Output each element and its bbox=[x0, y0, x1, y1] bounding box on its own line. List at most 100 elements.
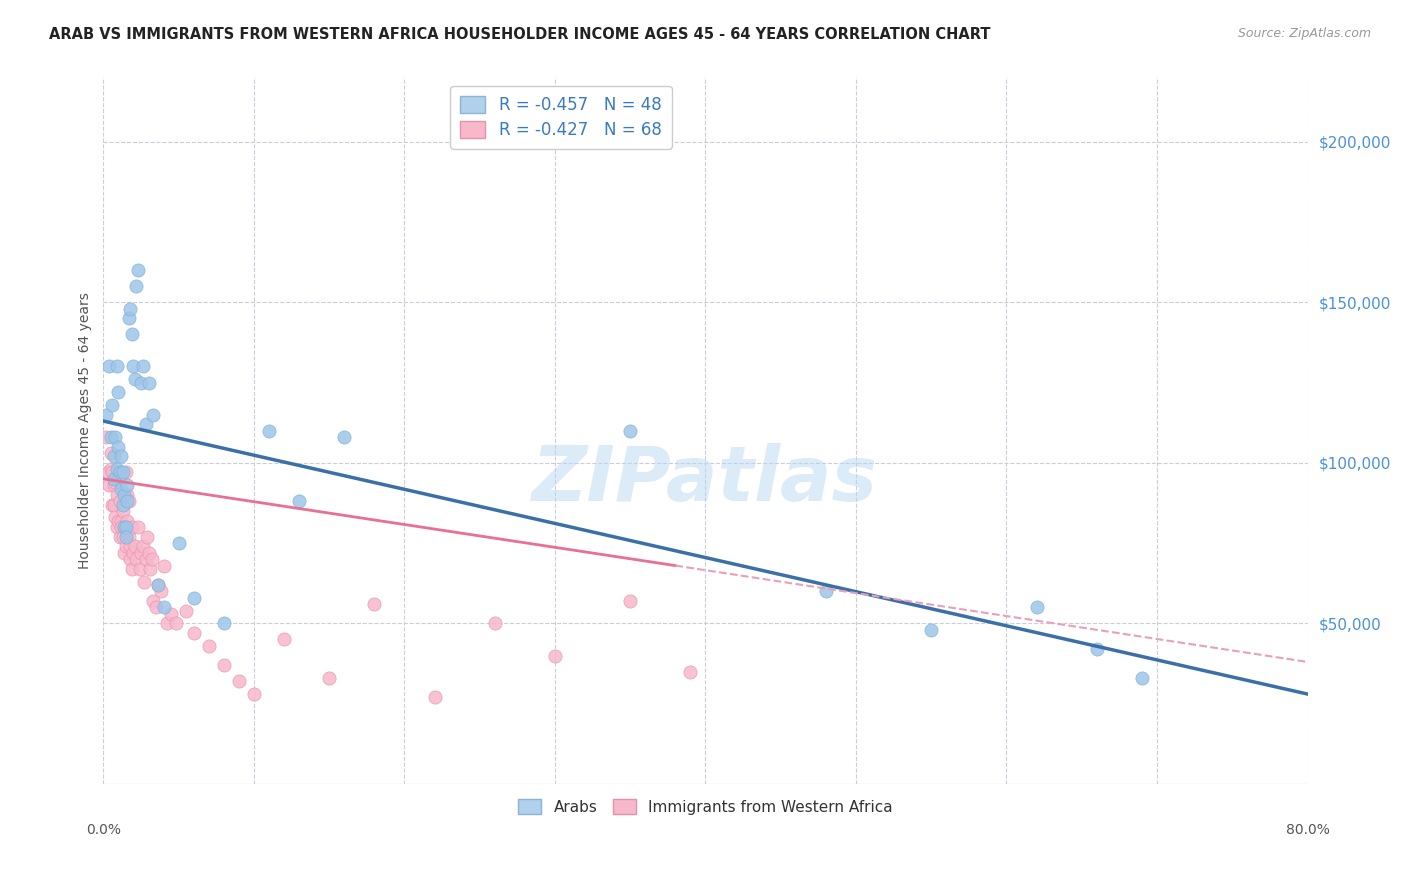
Point bbox=[1130, 671, 1153, 685]
Point bbox=[100, 446, 122, 460]
Point bbox=[101, 398, 124, 412]
Y-axis label: Householder Income Ages 45 - 64 years: Householder Income Ages 45 - 64 years bbox=[79, 293, 93, 569]
Point bbox=[135, 552, 157, 566]
Point bbox=[111, 530, 134, 544]
Point bbox=[114, 488, 136, 502]
Legend: Arabs, Immigrants from Western Africa: Arabs, Immigrants from Western Africa bbox=[510, 791, 900, 822]
Point bbox=[318, 671, 340, 685]
Point bbox=[142, 594, 165, 608]
Text: Source: ZipAtlas.com: Source: ZipAtlas.com bbox=[1237, 27, 1371, 40]
Point bbox=[124, 539, 146, 553]
Point bbox=[115, 530, 138, 544]
Point bbox=[125, 279, 148, 293]
Point bbox=[423, 690, 446, 705]
Point bbox=[121, 520, 143, 534]
Point bbox=[103, 472, 125, 486]
Point bbox=[129, 546, 152, 560]
Point bbox=[107, 385, 129, 400]
Point bbox=[122, 359, 145, 374]
Point bbox=[108, 530, 131, 544]
Point bbox=[118, 494, 141, 508]
Point bbox=[152, 600, 174, 615]
Point bbox=[115, 539, 138, 553]
Point bbox=[104, 475, 127, 489]
Point bbox=[183, 626, 205, 640]
Point bbox=[127, 520, 149, 534]
Point bbox=[212, 616, 235, 631]
Point bbox=[142, 408, 165, 422]
Point bbox=[619, 424, 641, 438]
Point bbox=[115, 520, 138, 534]
Point bbox=[96, 408, 118, 422]
Point bbox=[115, 466, 138, 480]
Point bbox=[103, 450, 125, 464]
Text: 80.0%: 80.0% bbox=[1285, 822, 1330, 837]
Point bbox=[101, 466, 124, 480]
Point bbox=[114, 520, 136, 534]
Point bbox=[1085, 642, 1108, 657]
Point bbox=[117, 514, 139, 528]
Point bbox=[120, 301, 142, 316]
Point bbox=[167, 536, 190, 550]
Point bbox=[117, 494, 139, 508]
Point bbox=[124, 372, 146, 386]
Point bbox=[122, 546, 145, 560]
Point bbox=[104, 510, 127, 524]
Point bbox=[152, 558, 174, 573]
Text: 0.0%: 0.0% bbox=[86, 822, 121, 837]
Point bbox=[121, 562, 143, 576]
Point bbox=[138, 376, 160, 390]
Point bbox=[160, 607, 183, 621]
Point bbox=[120, 539, 142, 553]
Point bbox=[101, 498, 124, 512]
Point bbox=[100, 462, 122, 476]
Point bbox=[103, 478, 125, 492]
Point bbox=[228, 674, 250, 689]
Point bbox=[110, 482, 132, 496]
Point bbox=[149, 584, 172, 599]
Text: ARAB VS IMMIGRANTS FROM WESTERN AFRICA HOUSEHOLDER INCOME AGES 45 - 64 YEARS COR: ARAB VS IMMIGRANTS FROM WESTERN AFRICA H… bbox=[49, 27, 991, 42]
Point bbox=[136, 530, 159, 544]
Point bbox=[104, 430, 127, 444]
Point bbox=[97, 466, 120, 480]
Point bbox=[174, 603, 197, 617]
Point bbox=[110, 520, 132, 534]
Point bbox=[197, 639, 219, 653]
Point bbox=[135, 417, 157, 432]
Point bbox=[120, 552, 142, 566]
Point bbox=[129, 376, 152, 390]
Point bbox=[131, 359, 153, 374]
Point bbox=[118, 530, 141, 544]
Point bbox=[544, 648, 567, 663]
Point bbox=[114, 546, 136, 560]
Point bbox=[257, 424, 280, 438]
Text: ZIPatlas: ZIPatlas bbox=[533, 443, 879, 517]
Point bbox=[100, 430, 122, 444]
Point bbox=[131, 539, 153, 553]
Point bbox=[107, 472, 129, 486]
Point bbox=[114, 520, 136, 534]
Point bbox=[96, 430, 118, 444]
Point bbox=[121, 327, 143, 342]
Point bbox=[125, 552, 148, 566]
Point bbox=[212, 658, 235, 673]
Point bbox=[98, 359, 121, 374]
Point bbox=[108, 466, 131, 480]
Point bbox=[146, 578, 169, 592]
Point bbox=[107, 440, 129, 454]
Point bbox=[118, 311, 141, 326]
Point bbox=[155, 616, 177, 631]
Point bbox=[105, 462, 128, 476]
Point bbox=[103, 498, 125, 512]
Point bbox=[110, 514, 132, 528]
Point bbox=[117, 488, 139, 502]
Point bbox=[814, 584, 837, 599]
Point bbox=[333, 430, 356, 444]
Point bbox=[132, 574, 155, 589]
Point bbox=[138, 546, 160, 560]
Point bbox=[1025, 600, 1047, 615]
Point bbox=[139, 562, 162, 576]
Point bbox=[111, 466, 134, 480]
Point bbox=[141, 552, 163, 566]
Point bbox=[111, 504, 134, 518]
